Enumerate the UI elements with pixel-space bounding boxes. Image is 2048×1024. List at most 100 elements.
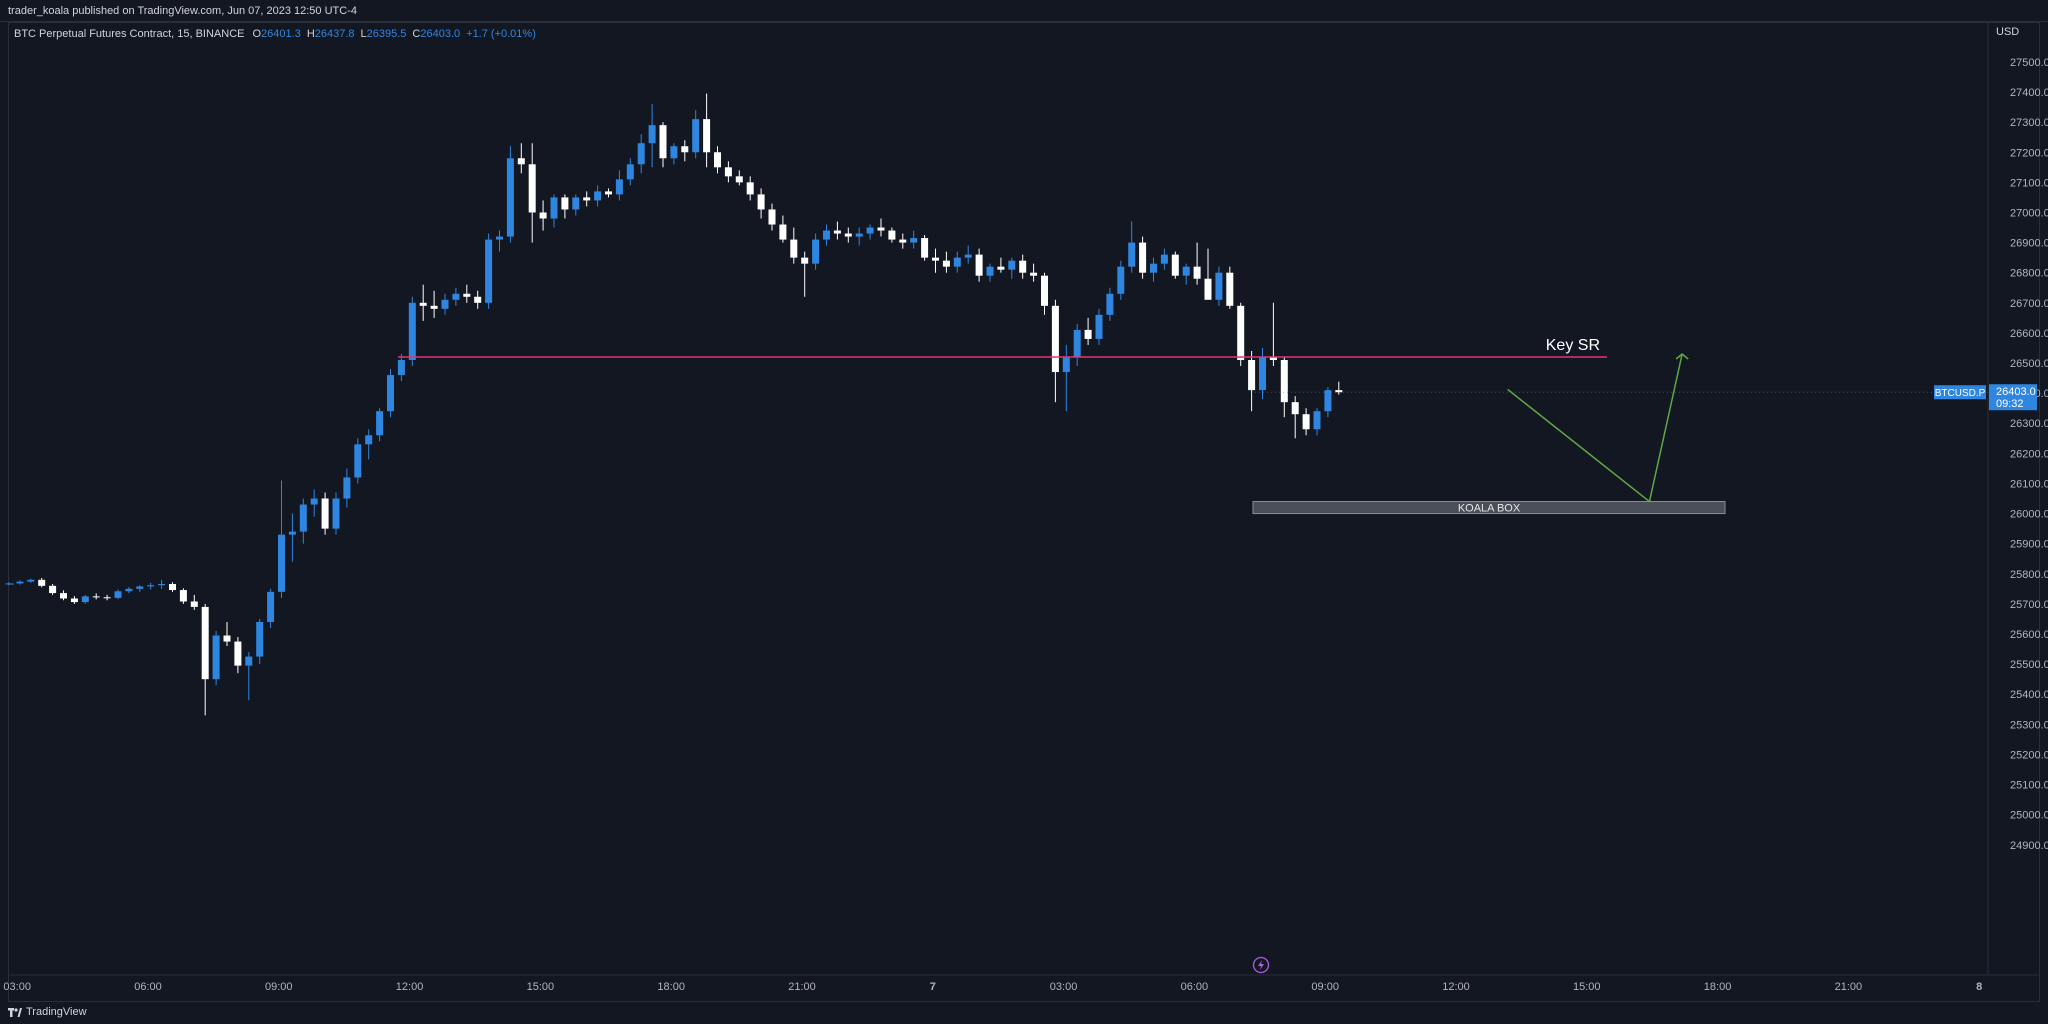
- candle-body: [844, 233, 852, 237]
- chart-frame: [8, 22, 2040, 1002]
- candle-body: [877, 227, 885, 231]
- koala-box-label: KOALA BOX: [1458, 503, 1521, 515]
- time-tick-label: 8: [1976, 981, 1982, 993]
- candle-body: [528, 164, 536, 213]
- candle-body: [408, 302, 416, 361]
- candle-body: [332, 498, 340, 529]
- ticker-tag: [1934, 385, 1986, 400]
- candle-body: [1280, 360, 1288, 403]
- candle-body: [343, 477, 351, 499]
- candle-body: [626, 164, 634, 180]
- candle-body: [517, 158, 525, 165]
- footer-brand[interactable]: TradingView: [8, 1004, 87, 1020]
- time-tick-label: 03:00: [1050, 981, 1078, 993]
- price-tick-label: 25200.0: [2010, 749, 2048, 761]
- candle-body: [158, 584, 166, 586]
- time-tick-label: 15:00: [527, 981, 555, 993]
- candle-body: [1193, 266, 1201, 279]
- candle-body: [419, 302, 427, 306]
- candle-body: [855, 233, 863, 237]
- candle-body: [801, 257, 809, 264]
- brand-name: TradingView: [26, 1006, 87, 1018]
- candle-body: [212, 635, 220, 680]
- price-tick-label: 25500.0: [2010, 659, 2048, 671]
- candle-body: [648, 125, 656, 144]
- candle-body: [1248, 360, 1256, 391]
- candles: [5, 93, 1343, 716]
- drawings: Key SR KOALA BOX: [398, 337, 1988, 974]
- candle-body: [899, 239, 907, 243]
- price-axis[interactable]: USD 24900.0 25000.0 25100.0 25200.0 25300.0 25…: [1934, 26, 2048, 852]
- candle-body: [92, 596, 100, 598]
- candle-body: [1171, 254, 1179, 276]
- candle-body: [81, 596, 89, 603]
- candle-body: [572, 197, 580, 210]
- candle-body: [605, 191, 612, 195]
- candle-body: [114, 591, 122, 598]
- candle-body: [234, 641, 242, 666]
- candle-body: [103, 597, 111, 599]
- price-tick-label: 25600.0: [2010, 629, 2048, 641]
- candle-body: [430, 305, 438, 309]
- candle-body: [1008, 260, 1016, 270]
- price-tick-label: 26600.0: [2010, 328, 2048, 340]
- candle-body: [1051, 305, 1059, 373]
- price-tick-label: 25300.0: [2010, 719, 2048, 731]
- change-value: +1.7 (+0.01%): [466, 28, 536, 40]
- time-tick-label: 7: [930, 981, 936, 993]
- price-tick-label: 26000.0: [2010, 509, 2048, 521]
- high-label: H: [306, 28, 315, 40]
- candle-body: [1150, 263, 1157, 273]
- candle-body: [1106, 293, 1114, 315]
- projection-path: [1507, 353, 1683, 503]
- candle-body: [1269, 357, 1277, 361]
- candle-body: [1030, 272, 1038, 276]
- price-tick-label: 24900.0: [2010, 840, 2048, 852]
- candle-body: [474, 296, 482, 303]
- last-price-value: 26403.0: [1996, 386, 2036, 398]
- candle-body: [561, 197, 569, 210]
- candle-body: [441, 299, 449, 309]
- candle-body: [594, 191, 602, 201]
- candle-body: [136, 586, 144, 589]
- candle-body: [1160, 254, 1168, 264]
- time-tick-label: 12:00: [396, 981, 424, 993]
- candle-body: [288, 531, 296, 535]
- low-label: L: [360, 28, 367, 40]
- price-tick-label: 27400.0: [2010, 87, 2048, 99]
- candle-body: [70, 598, 78, 603]
- candle-body: [1095, 314, 1103, 339]
- candle-body: [714, 152, 721, 168]
- candle-body: [942, 260, 950, 267]
- lightning-marker-icon: [1252, 956, 1270, 974]
- candle-body: [1139, 242, 1147, 273]
- candle-body: [190, 601, 198, 607]
- candle-body: [583, 197, 591, 201]
- close-label: C: [412, 28, 421, 40]
- price-tick-label: 26500.0: [2010, 358, 2048, 370]
- candle-body: [1215, 272, 1223, 300]
- time-axis[interactable]: 03:00 06:00 09:00 12:00 15:00 18:00 21:00 7 03:0…: [3, 981, 2048, 993]
- candle-body: [321, 498, 329, 529]
- candle-body: [779, 224, 787, 240]
- candle-body: [910, 238, 918, 243]
- bar-countdown: 09:32: [1996, 398, 2024, 410]
- koala-box: [1252, 501, 1726, 515]
- candle-body: [932, 257, 939, 261]
- currency-label: USD: [1996, 26, 2019, 38]
- candle-body: [201, 606, 209, 680]
- candle-body: [267, 591, 275, 622]
- key-sr-label: Key SR: [1546, 337, 1600, 354]
- price-tick-label: 26800.0: [2010, 268, 2048, 280]
- price-tick-label: 25100.0: [2010, 780, 2048, 792]
- candle-body: [670, 146, 678, 159]
- candle-body: [615, 179, 623, 195]
- candle-body: [1313, 411, 1321, 430]
- candle-body: [496, 236, 503, 240]
- candle-body: [1084, 329, 1092, 339]
- candle-body: [921, 238, 929, 258]
- candle-body: [1062, 357, 1070, 373]
- candle-body: [463, 293, 471, 297]
- close-value: 26403.0: [420, 28, 461, 40]
